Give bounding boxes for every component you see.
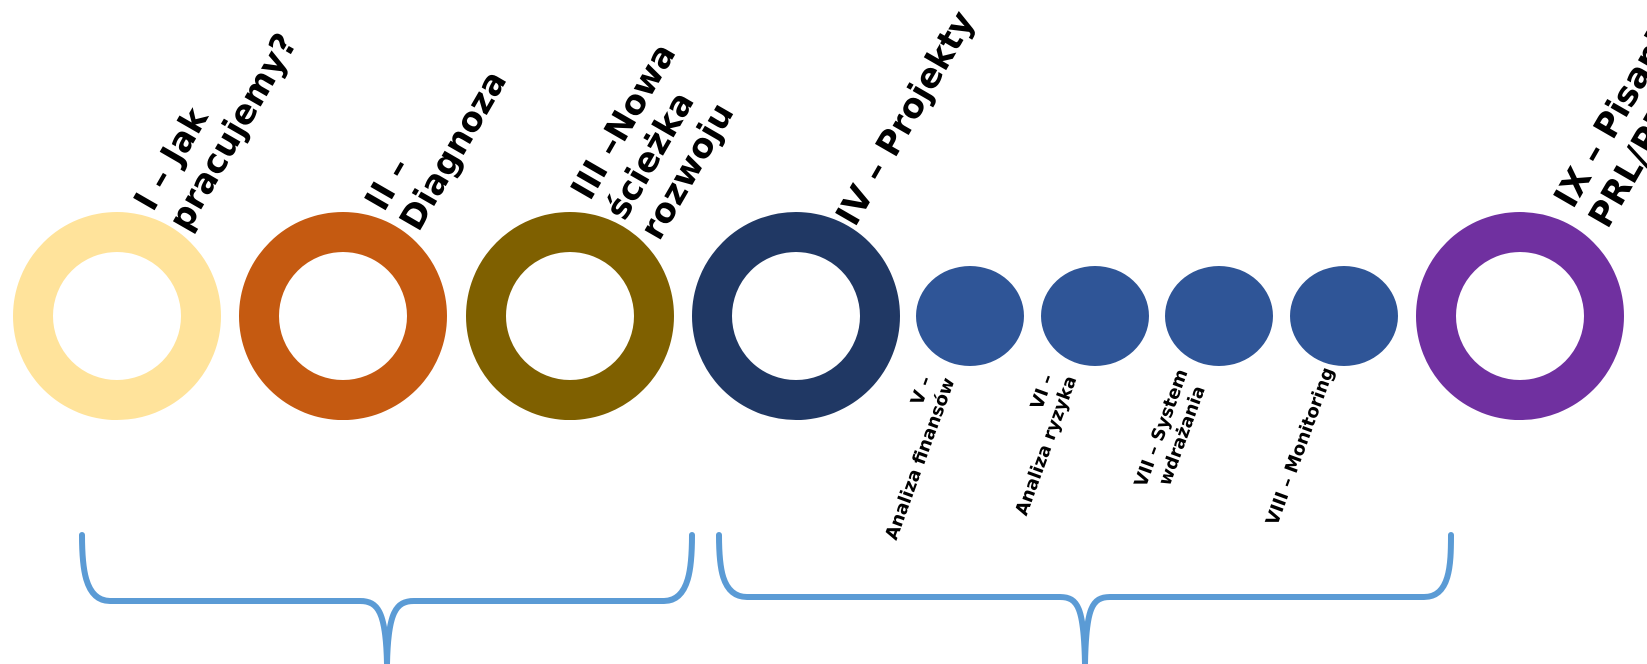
bracket-right	[716, 532, 1454, 664]
stage-8-dot	[1290, 266, 1398, 366]
stage-7-dot	[1165, 266, 1273, 366]
stage-4-ring	[692, 212, 900, 420]
stage-8-label: VIII – Monitoring	[1262, 365, 1339, 529]
stage-5-dot	[916, 266, 1024, 366]
stage-5-label: V – Analiza finansów	[860, 368, 959, 543]
stage-1-ring	[13, 212, 221, 420]
stage-2-label: II – Diagnoza	[357, 44, 515, 238]
stage-2-ring	[239, 212, 447, 420]
stage-4-label: IV – Projekty	[828, 4, 983, 232]
stage-9: IX – Pisanie PRL/PRI	[1416, 0, 1647, 420]
stage-7: VII – System wdrażania	[1130, 266, 1273, 498]
stage-6-dot	[1041, 266, 1149, 366]
stage-1-label: I – Jak pracujemy?	[126, 7, 306, 238]
stage-3-label: III –Nowa ścieżka rozwoju	[563, 26, 759, 246]
stage-3-ring	[466, 212, 674, 420]
stage-6-label: VI – Analiza ryzyka	[991, 366, 1082, 519]
stage-7-label: VII – System wdrażania	[1130, 361, 1215, 498]
stage-9-label: IX – Pisanie PRL/PRI	[1546, 0, 1647, 235]
bracket-left	[79, 532, 695, 664]
stage-8: VIII – Monitoring	[1262, 266, 1398, 528]
stage-9-ring	[1416, 212, 1624, 420]
